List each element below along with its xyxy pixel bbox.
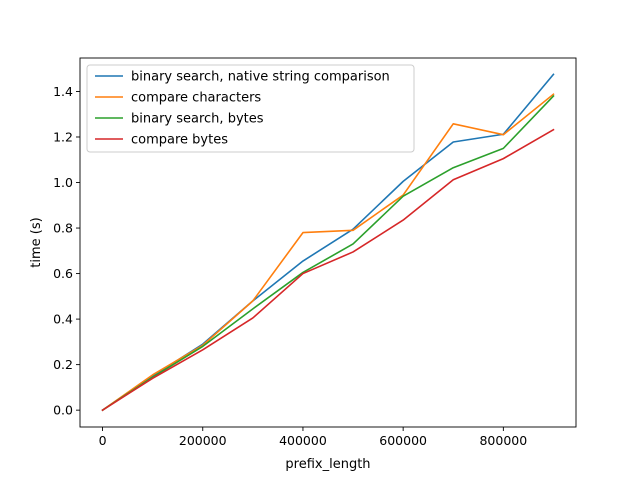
y-tick-label: 1.4	[53, 84, 73, 99]
series-line-2	[101, 93, 555, 412]
series-line-4	[101, 128, 555, 412]
x-axis-label: prefix_length	[285, 457, 370, 472]
legend: binary search, native string comparison c…	[86, 64, 415, 153]
x-tick-label: 400000	[279, 433, 327, 448]
legend-label-3: binary search, bytes	[131, 112, 264, 127]
y-tick-label: 0.6	[53, 266, 73, 281]
y-tick-label: 1.0	[53, 175, 73, 190]
y-tick-label: 0.0	[53, 403, 73, 418]
y-tick-label: 1.2	[53, 129, 73, 144]
x-tick-label: 800000	[479, 433, 527, 448]
legend-label-1: binary search, native string comparison	[131, 70, 390, 85]
plot-frame	[79, 57, 577, 428]
legend-label-4: compare bytes	[131, 133, 228, 148]
y-axis-ticks: 0.0 0.2 0.4 0.6 0.8 1.0 1.2 1.4	[53, 84, 80, 418]
x-tick-label: 0	[99, 433, 107, 448]
y-tick-label: 0.2	[53, 357, 73, 372]
legend-label-2: compare characters	[131, 91, 261, 106]
y-tick-label: 0.4	[53, 312, 73, 327]
x-axis-ticks: 0 200000 400000 600000 800000	[99, 427, 527, 448]
plot-area	[79, 57, 577, 428]
series-line-3	[101, 94, 555, 412]
x-tick-label: 200000	[179, 433, 227, 448]
y-axis-label: time (s)	[29, 217, 44, 267]
legend-box	[86, 64, 415, 153]
y-tick-label: 0.8	[53, 221, 73, 236]
x-tick-label: 600000	[379, 433, 427, 448]
